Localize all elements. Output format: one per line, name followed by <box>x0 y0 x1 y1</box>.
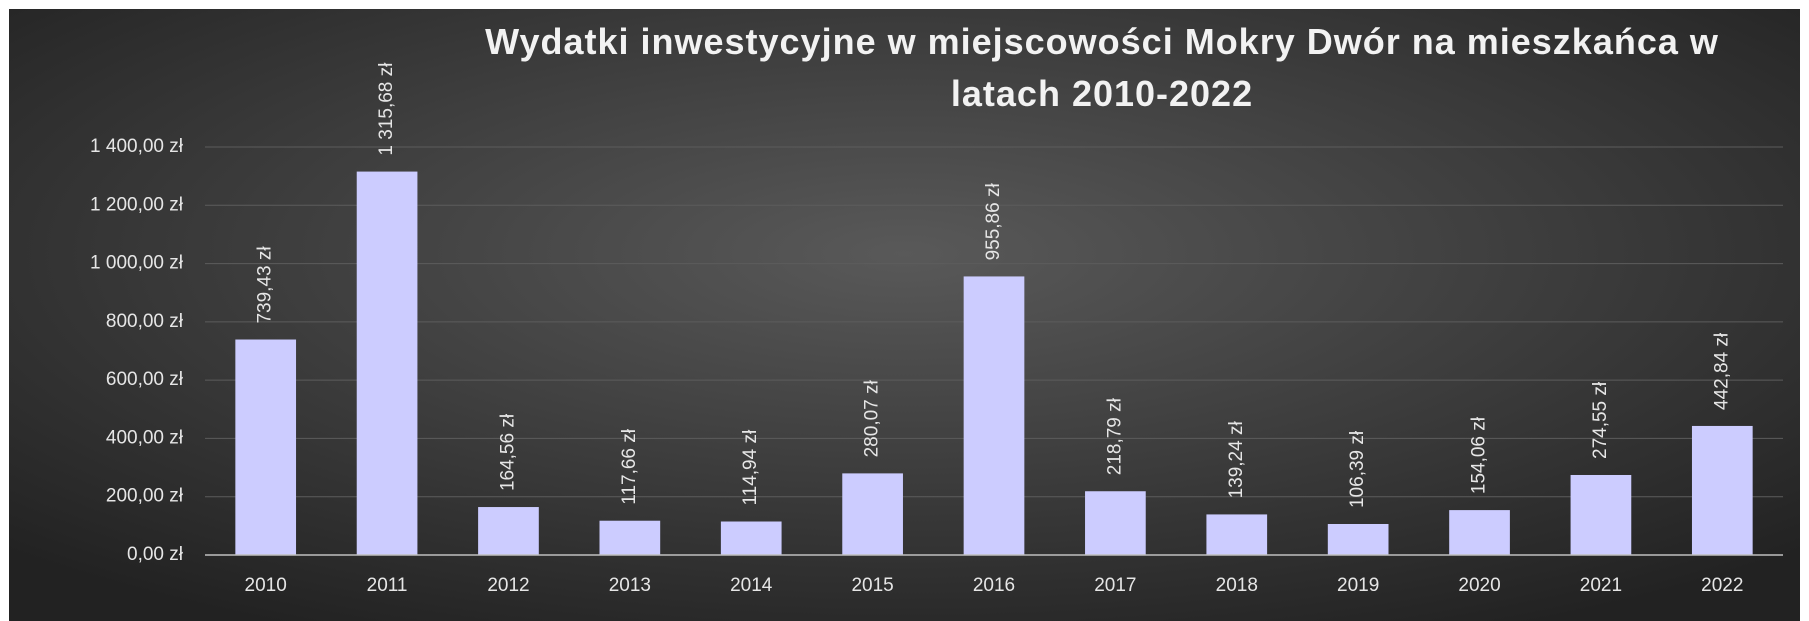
data-label: 106,39 zł <box>1347 430 1368 508</box>
title-line: latach 2010-2022 <box>951 73 1253 114</box>
y-tick-label: 400,00 zł <box>106 427 184 448</box>
bar <box>1570 474 1632 555</box>
y-tick-label: 1 400,00 zł <box>90 136 184 157</box>
data-label: 114,94 zł <box>740 429 761 505</box>
x-tick-label: 2010 <box>245 575 287 596</box>
x-tick-label: 2013 <box>609 575 651 596</box>
data-label: 117,66 zł <box>619 428 640 504</box>
bar <box>842 473 903 555</box>
data-label: 739,43 zł <box>255 246 276 324</box>
bar <box>1085 491 1146 555</box>
data-label: 280,07 zł <box>862 379 883 457</box>
y-tick-label: 0,00 zł <box>127 544 184 565</box>
bar <box>720 521 782 555</box>
y-tick-label: 1 200,00 zł <box>90 194 184 215</box>
bar <box>1449 510 1510 555</box>
x-tick-label: 2020 <box>1458 575 1500 596</box>
data-label: 442,84 zł <box>1711 332 1732 410</box>
y-tick-label: 200,00 zł <box>106 486 184 507</box>
data-label: 164,56 zł <box>497 413 518 491</box>
data-label: 218,79 zł <box>1104 397 1125 475</box>
bar <box>235 339 297 555</box>
bar <box>1206 514 1268 555</box>
bar <box>599 520 661 555</box>
x-tick-label: 2014 <box>730 575 773 596</box>
x-tick-label: 2022 <box>1701 575 1743 596</box>
bar <box>478 507 539 555</box>
x-tick-label: 2015 <box>851 575 893 596</box>
y-tick-label: 600,00 zł <box>106 369 184 390</box>
bar <box>963 276 1025 555</box>
y-tick-label: 1 000,00 zł <box>90 253 184 274</box>
x-tick-label: 2016 <box>973 575 1015 596</box>
x-tick-label: 2011 <box>367 575 408 596</box>
x-tick-label: 2012 <box>487 575 529 596</box>
x-tick-label: 2019 <box>1337 575 1379 596</box>
data-label: 955,86 zł <box>983 183 1004 261</box>
chart-title: Wydatki inwestycyjne w miejscowości Mokr… <box>485 21 1719 114</box>
data-label: 274,55 zł <box>1590 381 1611 459</box>
x-tick-label: 2021 <box>1580 575 1622 596</box>
bar <box>1327 523 1389 555</box>
bar <box>356 171 418 556</box>
x-tick-label: 2017 <box>1094 575 1136 596</box>
data-label: 139,24 zł <box>1226 421 1247 499</box>
data-label: 1 315,68 zł <box>376 62 397 156</box>
data-label: 154,06 zł <box>1469 416 1490 494</box>
y-tick-label: 800,00 zł <box>106 311 184 332</box>
x-tick-label: 2018 <box>1216 575 1258 596</box>
title-line: Wydatki inwestycyjne w miejscowości Mokr… <box>485 21 1719 62</box>
bar <box>1691 425 1753 555</box>
